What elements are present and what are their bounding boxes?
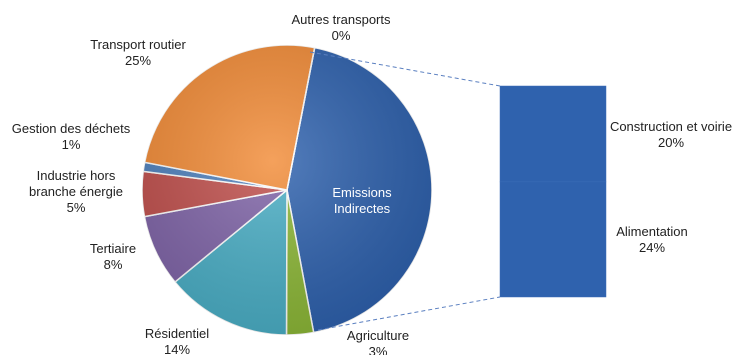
label-industrie-line1: Industrie hors xyxy=(37,168,116,183)
value-alimentation: 24% xyxy=(639,240,665,255)
label-alimentation: Alimentation xyxy=(616,224,688,239)
breakdown-bar xyxy=(499,85,607,298)
value-residentiel: 14% xyxy=(164,342,190,355)
connector-line-bottom xyxy=(317,296,501,331)
value-autres-transports: 0% xyxy=(332,28,351,43)
value-agriculture: 3% xyxy=(369,344,388,355)
label-transport-routier: Transport routier xyxy=(90,37,186,52)
label-residentiel: Résidentiel xyxy=(145,326,209,341)
label-autres-transports: Autres transports xyxy=(292,12,391,27)
value-transport-routier: 25% xyxy=(125,53,151,68)
label-industrie-line2: branche énergie xyxy=(29,184,123,199)
label-emissions-line2: Indirectes xyxy=(334,201,391,216)
label-gestion-dechets: Gestion des déchets xyxy=(12,121,131,136)
label-tertiaire: Tertiaire xyxy=(90,241,136,256)
value-construction: 20% xyxy=(658,135,684,150)
value-gestion-dechets: 1% xyxy=(62,137,81,152)
value-industrie: 5% xyxy=(67,200,86,215)
label-emissions-line1: Emissions xyxy=(332,185,392,200)
label-construction: Construction et voirie xyxy=(610,119,732,134)
bar-segment-alimentation xyxy=(499,181,607,298)
label-agriculture: Agriculture xyxy=(347,328,409,343)
bar-segment-construction-et-voirie xyxy=(499,85,607,183)
value-tertiaire: 8% xyxy=(104,257,123,272)
